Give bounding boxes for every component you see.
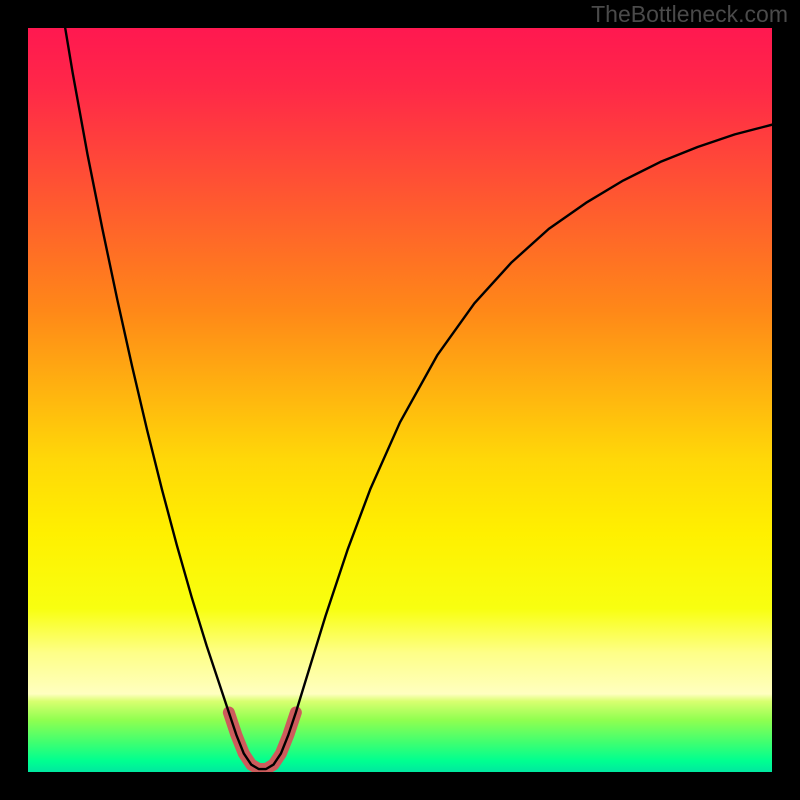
- watermark-text: TheBottleneck.com: [591, 1, 788, 27]
- bottleneck-chart: TheBottleneck.com: [0, 0, 800, 800]
- chart-container: TheBottleneck.com: [0, 0, 800, 800]
